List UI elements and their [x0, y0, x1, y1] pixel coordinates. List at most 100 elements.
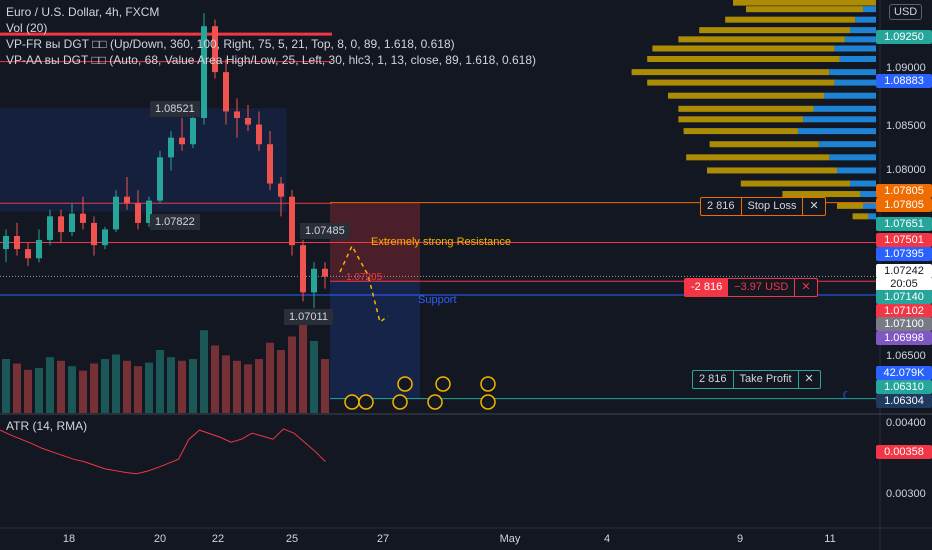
- take-profit-order[interactable]: 2 816 Take Profit ✕: [692, 370, 821, 389]
- volume-profile-bar-up: [813, 105, 876, 112]
- current-price-tag: 1.07242: [876, 264, 932, 278]
- x-axis-label: 27: [376, 533, 390, 545]
- volume-bar: [2, 359, 10, 413]
- take-profit-qty: 2 816: [693, 371, 734, 388]
- currency-button[interactable]: USD: [889, 4, 923, 20]
- x-axis-label: 9: [736, 533, 744, 545]
- x-axis-label: May: [499, 533, 521, 545]
- stop-loss-label: Stop Loss: [742, 198, 804, 215]
- candle-body: [135, 203, 141, 223]
- economic-event-marker: [344, 394, 360, 410]
- candle-body: [311, 268, 317, 293]
- volume-profile-bar-down: [852, 213, 869, 220]
- candle-body: [3, 236, 9, 250]
- volume-profile-bar-up: [818, 141, 876, 148]
- entry-price-tag: 1.07102: [876, 304, 932, 318]
- volume-bar: [178, 360, 186, 413]
- resistance-annotation[interactable]: Extremely strong Resistance: [371, 236, 511, 248]
- candle-body: [58, 216, 64, 233]
- stop-loss-qty: 2 816: [701, 198, 742, 215]
- stop-loss-price-tag: 1.07805: [876, 198, 932, 212]
- volume-bar: [200, 330, 208, 413]
- economic-event-marker: [427, 394, 443, 410]
- volume-profile-bar-up: [863, 202, 876, 209]
- stop-loss-close-button[interactable]: ✕: [809, 200, 819, 212]
- candle-body: [102, 229, 108, 246]
- economic-event-marker: [392, 394, 408, 410]
- session-moon-icon: ☾: [842, 390, 852, 402]
- x-axis-label: 25: [285, 533, 299, 545]
- value-area-box: [0, 108, 287, 212]
- candle-body: [190, 118, 196, 145]
- price-tag: 1.07100: [876, 317, 932, 331]
- x-axis-label: 4: [603, 533, 611, 545]
- volume-profile-bar-down: [837, 202, 863, 209]
- take-profit-label: Take Profit: [734, 371, 799, 388]
- price-tag: 1.06304: [876, 394, 932, 408]
- support-annotation[interactable]: Support: [418, 294, 457, 306]
- candle-body: [223, 72, 229, 112]
- price-tag: 1.07651: [876, 217, 932, 231]
- volume-profile-bar-down: [733, 0, 876, 6]
- candle-body: [234, 111, 240, 118]
- volume-profile-bar-up: [824, 92, 876, 99]
- volume-bar: [288, 336, 296, 413]
- volume-tag: 42.079K: [876, 366, 932, 380]
- x-axis-label: 18: [62, 533, 76, 545]
- atr-indicator-label[interactable]: ATR (14, RMA): [6, 419, 88, 433]
- volume-profile-bar-down: [678, 36, 845, 43]
- economic-event-marker: [397, 376, 413, 392]
- volume-profile-bar-up: [834, 79, 876, 86]
- take-profit-close-button[interactable]: ✕: [804, 373, 814, 385]
- volume-bar: [134, 366, 142, 413]
- candle-body: [14, 236, 20, 250]
- volume-profile-bar-down: [725, 16, 856, 23]
- volume-bar: [90, 363, 98, 413]
- candle-body: [322, 268, 328, 277]
- economic-event-marker: [480, 376, 496, 392]
- volume-profile-bar-up: [850, 180, 876, 187]
- volume-profile-bar-down: [652, 45, 835, 52]
- volume-profile-bar-up: [837, 167, 876, 174]
- volume-bar: [310, 341, 318, 413]
- candle-body: [157, 157, 163, 201]
- price-tag: 1.07395: [876, 247, 932, 261]
- price-axis-label: 1.06500: [886, 350, 926, 362]
- volume-profile-bar-down: [668, 92, 824, 99]
- volume-profile-bar-up: [855, 16, 876, 23]
- volume-bar: [167, 357, 175, 413]
- volume-bar: [79, 370, 87, 413]
- candle-body: [80, 213, 86, 223]
- vp-aa-indicator-label[interactable]: VP-AA вы DGT □□ (Auto, 68, Value Area Hi…: [6, 53, 537, 67]
- volume-bar: [244, 364, 252, 413]
- position-order[interactable]: -2 816 −3.97 USD ✕: [684, 278, 818, 297]
- volume-bar: [222, 355, 230, 413]
- position-pnl: −3.97 USD: [728, 279, 796, 296]
- candle-body: [256, 124, 262, 145]
- price-tag: 1.08883: [876, 74, 932, 88]
- volume-bar: [266, 342, 274, 413]
- price-tag: 1.06998: [876, 331, 932, 345]
- atr-current-tag: 0.00358: [876, 445, 932, 459]
- vp-fr-indicator-label[interactable]: VP-FR вы DGT □□ (Up/Down, 360, 100, Righ…: [6, 37, 455, 51]
- volume-bar: [255, 359, 263, 413]
- projection-path: [339, 244, 389, 324]
- volume-bar: [35, 368, 43, 413]
- candle-body: [300, 245, 306, 293]
- price-tag: 1.07805: [876, 184, 932, 198]
- x-axis-label: 22: [211, 533, 225, 545]
- symbol-title[interactable]: Euro / U.S. Dollar, 4h, FXCM: [6, 5, 160, 19]
- volume-indicator-label[interactable]: Vol (20): [6, 21, 48, 35]
- candle-body: [113, 196, 119, 230]
- candle-body: [47, 216, 53, 240]
- volume-profile-bar-up: [863, 6, 876, 13]
- position-close-button[interactable]: ✕: [801, 281, 811, 293]
- stop-loss-order[interactable]: 2 816 Stop Loss ✕: [700, 197, 826, 216]
- economic-event-marker: [435, 376, 451, 392]
- candle-body: [212, 26, 218, 73]
- volume-bar: [145, 362, 153, 413]
- volume-profile-bar-down: [678, 105, 814, 112]
- low-price-label: 1.07011: [284, 309, 333, 325]
- volume-profile-bar-down: [707, 167, 837, 174]
